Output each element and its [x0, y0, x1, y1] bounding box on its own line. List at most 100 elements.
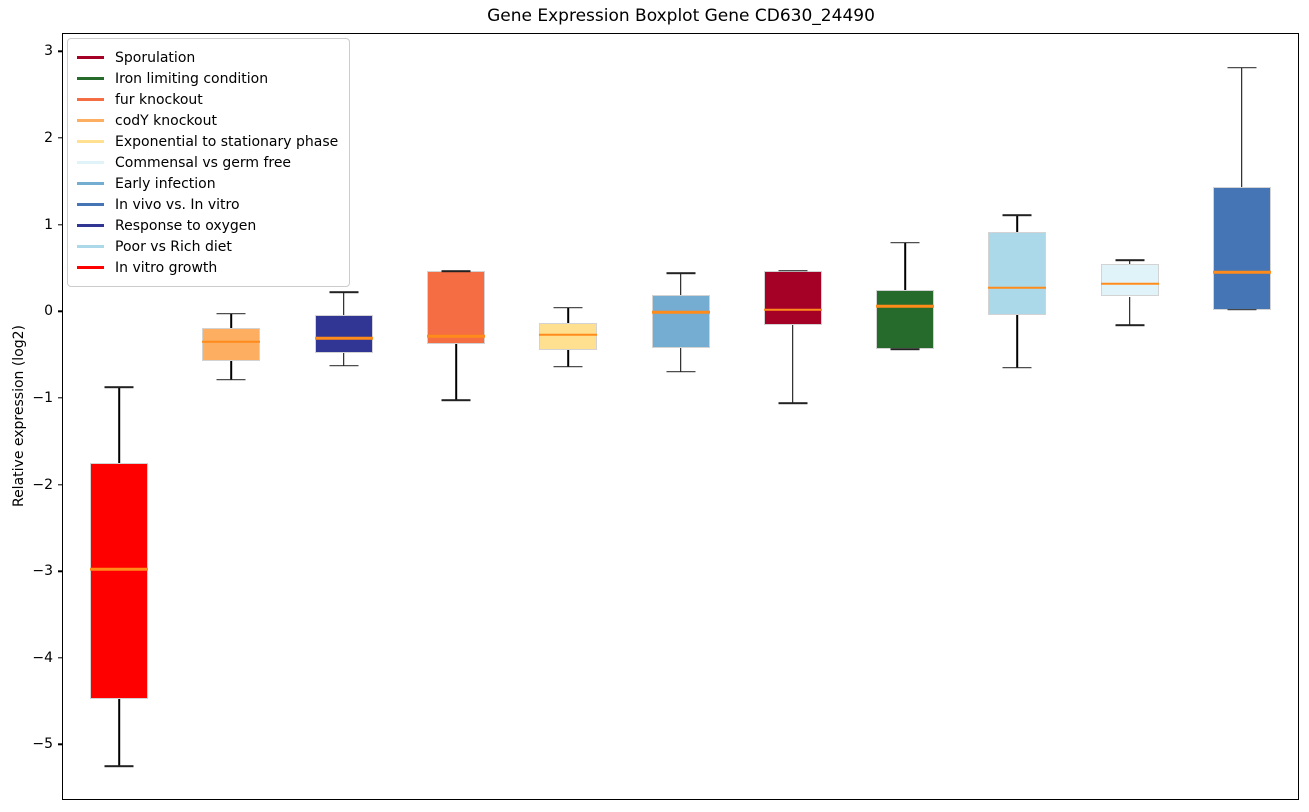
median-line [1212, 271, 1271, 274]
whisker-cap [104, 386, 134, 389]
legend-color-line [77, 203, 104, 206]
y-tick-mark [58, 310, 63, 312]
whisker-line [679, 273, 682, 295]
legend-item-label: Sporulation [115, 49, 196, 66]
y-tick-label: −5 [32, 736, 53, 753]
legend-item-label: Exponential to stationary phase [115, 133, 339, 150]
legend-item: Early infection [77, 173, 338, 194]
median-line [763, 308, 822, 311]
legend-color-line [77, 98, 104, 101]
whisker-cap [441, 399, 471, 402]
box [202, 327, 261, 362]
median-line [876, 304, 935, 308]
box [90, 462, 149, 700]
whisker-line [342, 352, 345, 366]
y-tick-label: −4 [32, 649, 53, 666]
median-line [651, 310, 710, 314]
legend-item: In vitro growth [77, 257, 338, 278]
whisker-line [342, 292, 345, 315]
box [988, 232, 1047, 315]
y-tick-mark [58, 657, 63, 659]
y-tick-mark [58, 397, 63, 399]
box [651, 294, 710, 348]
y-tick-label: 2 [44, 129, 53, 146]
whisker-line [455, 344, 457, 401]
legend-item: In vivo vs. In vitro [77, 194, 338, 215]
y-axis-label: Relative expression (log2) [11, 324, 27, 508]
legend-color-line [77, 266, 104, 269]
box [426, 271, 485, 345]
legend-color-line [77, 56, 104, 59]
whisker-line [1128, 296, 1131, 326]
whisker-line [1016, 215, 1019, 233]
whisker-line [791, 325, 794, 404]
whisker-cap [1227, 66, 1257, 69]
whisker-line [118, 387, 120, 463]
y-tick-mark [58, 50, 63, 53]
legend-color-line [77, 77, 104, 80]
median-line [539, 333, 598, 336]
box [1212, 187, 1271, 310]
legend-color-line [77, 245, 104, 248]
legend-color-line [77, 161, 104, 164]
whisker-cap [216, 313, 246, 315]
whisker-line [679, 347, 682, 372]
box [763, 270, 822, 326]
legend-item-label: Poor vs Rich diet [115, 238, 232, 255]
whisker-line [1241, 67, 1243, 188]
whisker-cap [778, 269, 808, 272]
y-tick-mark [58, 223, 63, 226]
median-line [426, 335, 485, 338]
legend-item: codY knockout [77, 110, 338, 131]
legend-item-label: Early infection [115, 175, 216, 192]
legend-item: Poor vs Rich diet [77, 236, 338, 257]
legend-item: fur knockout [77, 89, 338, 110]
median-line [202, 340, 261, 343]
y-tick-mark [58, 743, 63, 746]
legend-color-line [77, 182, 104, 185]
whisker-line [1128, 260, 1131, 264]
chart-title: Gene Expression Boxplot Gene CD630_24490 [487, 6, 875, 26]
legend-item-label: Commensal vs germ free [115, 154, 292, 171]
box [876, 290, 935, 350]
median-line [988, 286, 1047, 290]
legend-color-line [77, 140, 104, 143]
legend-item: Iron limiting condition [77, 68, 338, 89]
y-tick-mark [58, 483, 63, 486]
whisker-line [230, 313, 233, 328]
whisker-cap [553, 306, 583, 309]
whisker-cap [216, 378, 246, 381]
whisker-cap [666, 272, 695, 274]
y-tick-label: −3 [32, 563, 53, 580]
y-tick-mark [58, 137, 63, 139]
whisker-cap [890, 348, 920, 351]
y-tick-label: 1 [44, 216, 53, 233]
whisker-cap [329, 291, 359, 293]
whisker-line [567, 307, 570, 324]
y-tick-label: 0 [44, 303, 53, 320]
legend-item: Commensal vs germ free [77, 152, 338, 173]
y-tick-label: −2 [32, 476, 53, 493]
legend-item-label: Iron limiting condition [115, 70, 269, 87]
median-line [1100, 282, 1159, 285]
whisker-line [230, 361, 233, 380]
whisker-cap [553, 365, 583, 368]
legend-color-line [77, 224, 104, 227]
box [314, 314, 373, 353]
whisker-cap [1227, 308, 1257, 311]
legend-item: Sporulation [77, 47, 338, 68]
whisker-line [904, 242, 906, 291]
legend-item: Response to oxygen [77, 215, 338, 236]
median-line [90, 568, 149, 571]
legend-item-label: fur knockout [115, 91, 203, 108]
y-tick-label: 3 [44, 43, 53, 60]
whisker-cap [1115, 259, 1145, 261]
whisker-line [567, 350, 570, 367]
whisker-cap [890, 241, 920, 244]
whisker-cap [666, 371, 695, 373]
whisker-line [1016, 314, 1019, 368]
whisker-cap [441, 270, 471, 273]
legend-item: Exponential to stationary phase [77, 131, 338, 152]
y-tick-mark [58, 570, 63, 572]
